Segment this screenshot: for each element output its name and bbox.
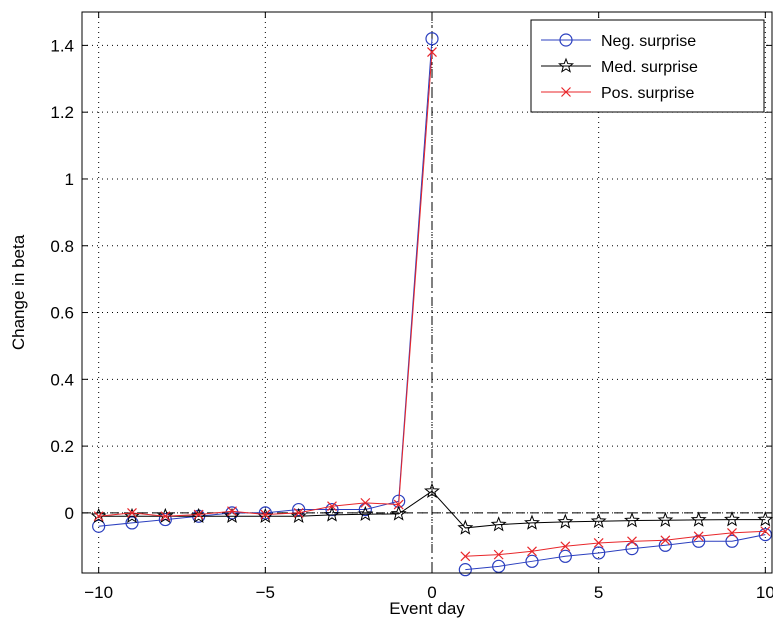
data-point xyxy=(260,509,271,520)
data-point xyxy=(724,511,740,527)
y-tick-label: 1.2 xyxy=(50,103,74,122)
data-point xyxy=(660,535,671,546)
data-point xyxy=(127,507,137,518)
data-point xyxy=(158,512,172,527)
data-point xyxy=(293,507,304,518)
series-line xyxy=(98,38,433,527)
x-tick-label: 10 xyxy=(756,583,773,602)
series-neg-surprise xyxy=(92,32,772,577)
data-point xyxy=(693,531,704,542)
series-pos-surprise xyxy=(93,47,771,562)
data-point xyxy=(560,541,571,552)
data-point xyxy=(290,507,307,524)
data-point xyxy=(193,509,204,520)
data-point xyxy=(125,516,139,530)
data-point xyxy=(425,32,439,46)
data-point xyxy=(493,549,504,560)
data-point xyxy=(224,507,240,524)
data-point xyxy=(725,534,739,548)
x-tick-label: −5 xyxy=(256,583,275,602)
data-point xyxy=(90,507,107,524)
data-point xyxy=(690,511,707,527)
data-point xyxy=(757,511,773,527)
x-tick-label: −10 xyxy=(84,583,113,602)
legend-label: Neg. surprise xyxy=(601,33,696,50)
data-point xyxy=(325,502,339,517)
y-tick-label: 0 xyxy=(65,504,74,523)
data-point xyxy=(727,528,737,538)
legend-item: Med. surprise xyxy=(541,57,698,76)
series-layer xyxy=(90,32,773,577)
legend-marker xyxy=(558,57,574,73)
data-point xyxy=(692,534,706,548)
data-point xyxy=(457,519,474,535)
legend-label: Pos. surprise xyxy=(601,85,694,102)
legend: Neg. surprise Med. surprise Pos. surprise xyxy=(530,19,765,113)
data-point xyxy=(92,519,106,533)
data-point xyxy=(525,554,539,568)
data-point xyxy=(324,506,340,522)
data-point xyxy=(593,538,604,548)
y-tick-label: 1.4 xyxy=(50,36,74,55)
data-point xyxy=(624,512,640,528)
data-point xyxy=(424,482,440,498)
data-point xyxy=(460,551,471,562)
data-point xyxy=(227,506,237,517)
y-tick-label: 0.2 xyxy=(50,437,74,456)
data-point xyxy=(427,47,437,57)
legend-item: Neg. surprise xyxy=(541,33,696,50)
data-point xyxy=(390,505,407,521)
data-point xyxy=(557,513,574,529)
data-point xyxy=(590,512,607,529)
y-tick-label: 0.6 xyxy=(50,304,74,323)
series-line xyxy=(465,534,766,571)
data-point xyxy=(360,497,371,508)
data-point xyxy=(758,527,772,542)
data-point xyxy=(458,563,472,577)
series-line xyxy=(98,490,766,529)
data-point xyxy=(327,501,337,512)
data-point xyxy=(292,502,306,517)
series-med-surprise xyxy=(90,482,773,535)
data-point xyxy=(657,511,674,528)
data-point xyxy=(160,511,171,522)
plot-frame xyxy=(81,11,773,574)
series-line xyxy=(465,530,766,557)
legend-marker xyxy=(559,33,573,47)
data-point xyxy=(760,526,771,537)
data-point xyxy=(527,546,537,557)
data-point xyxy=(524,514,540,530)
data-point xyxy=(257,507,274,524)
y-tick-label: 1 xyxy=(65,170,74,189)
data-point xyxy=(393,499,404,510)
data-point xyxy=(490,516,507,532)
legend-marker xyxy=(561,87,571,97)
y-axis-label: Change in beta xyxy=(9,234,28,350)
tick-layer: −10 −5 0 5 10 0 0.2 0.4 0.6 0.8 1 1.2 1.4 xyxy=(50,12,773,602)
x-tick-label: 5 xyxy=(594,583,603,602)
data-point xyxy=(124,507,140,524)
data-point xyxy=(627,536,637,547)
y-tick-label: 0.8 xyxy=(50,237,74,256)
data-point xyxy=(592,546,606,560)
x-tick-label: 0 xyxy=(427,583,436,602)
legend-label: Med. surprise xyxy=(601,59,698,76)
data-point xyxy=(625,542,639,556)
data-point xyxy=(93,511,104,522)
legend-item: Pos. surprise xyxy=(541,85,694,102)
data-point xyxy=(357,505,374,522)
data-point xyxy=(492,559,506,573)
data-point xyxy=(558,549,572,563)
x-axis-label: Event day xyxy=(389,599,465,618)
data-point xyxy=(157,507,174,524)
data-point xyxy=(658,538,672,552)
y-tick-label: 0.4 xyxy=(50,370,74,389)
